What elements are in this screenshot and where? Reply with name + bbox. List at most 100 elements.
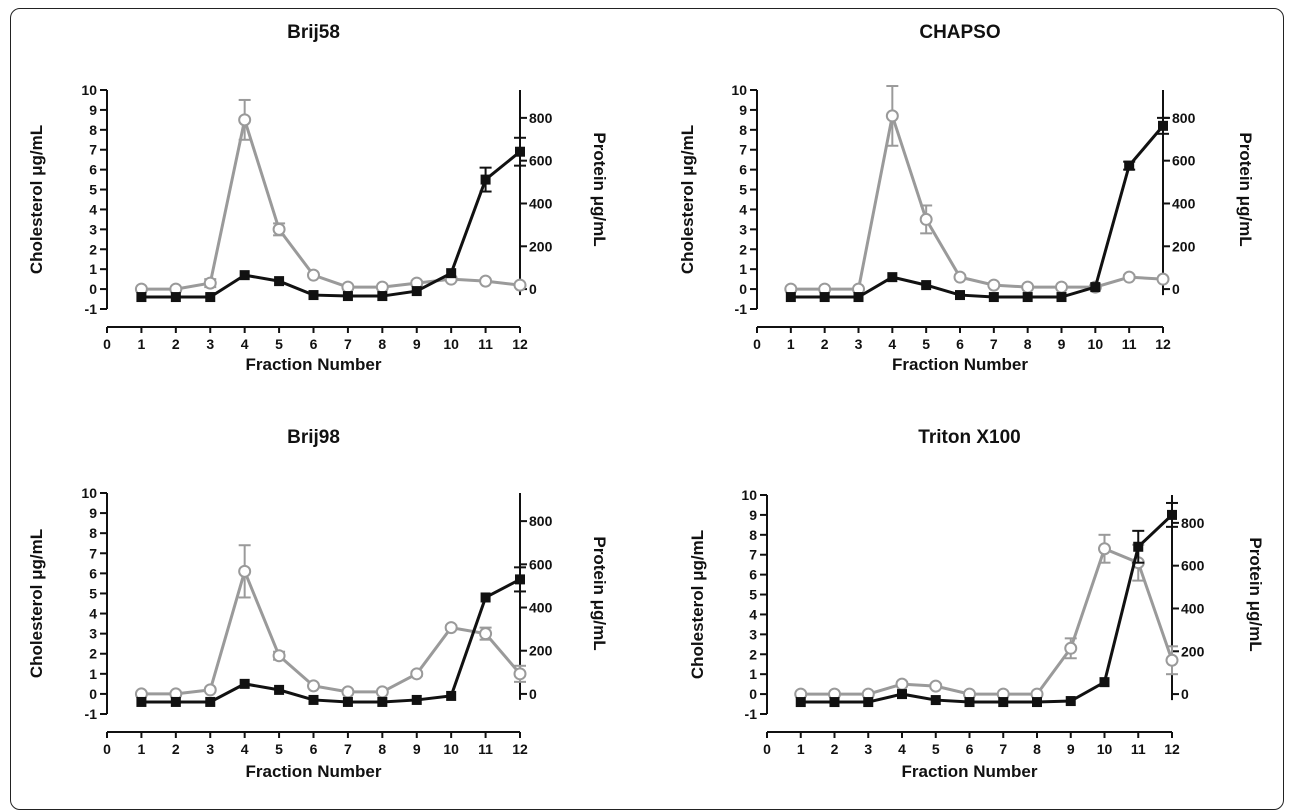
y-tick-label-right: 200 [529, 238, 553, 254]
x-tick-label: 4 [241, 336, 249, 352]
series-line-1 [790, 109, 1164, 291]
data-point-circle [272, 649, 286, 663]
y-tick-label-left: 3 [89, 626, 97, 642]
x-tick-label: 1 [797, 741, 805, 757]
y-tick-label-left: 3 [89, 221, 97, 237]
data-point-square [205, 696, 216, 707]
data-point-square [930, 695, 941, 706]
x-tick-label: 8 [1024, 336, 1032, 352]
x-tick-label: 10 [443, 741, 459, 757]
x-axis-label: Fraction Number [901, 762, 1037, 778]
y-tick-label-left: 8 [739, 122, 747, 138]
y-tick-label-left: 10 [741, 487, 757, 503]
x-tick-label: 1 [787, 336, 795, 352]
data-point-circle [341, 280, 355, 294]
y-tick-label-left: 4 [89, 201, 97, 217]
x-tick-label: 7 [999, 741, 1007, 757]
data-point-circle [1098, 542, 1111, 556]
data-point-square [1032, 697, 1042, 708]
data-point-square [1056, 292, 1067, 303]
y-tick-label-left: 5 [739, 182, 747, 198]
x-tick-label: 0 [103, 336, 111, 352]
x-tick-label: 10 [443, 336, 459, 352]
data-point-square [515, 574, 525, 585]
data-point-square [1158, 120, 1168, 131]
data-point-circle [479, 627, 493, 641]
x-tick-label: 10 [1097, 741, 1113, 757]
data-point-square [480, 592, 491, 603]
data-point-circle [953, 270, 967, 284]
y-axis-label-right: Protein μg/mL [1246, 537, 1265, 651]
y-tick-label-left: 0 [749, 686, 757, 702]
data-point-square [446, 268, 457, 279]
data-point-square [887, 272, 898, 283]
x-tick-label: 6 [310, 741, 318, 757]
x-tick-label: 5 [932, 741, 940, 757]
series-line-1 [141, 566, 522, 696]
data-point-circle [987, 278, 1001, 292]
data-point-square [377, 696, 388, 707]
x-tick-label: 1 [138, 741, 146, 757]
series-line-2 [790, 124, 1165, 299]
data-point-square [998, 697, 1009, 708]
x-tick-label: 6 [966, 741, 974, 757]
data-point-square [136, 292, 147, 303]
y-tick-label-left: 1 [739, 261, 747, 277]
y-tick-label-left: 10 [81, 485, 97, 501]
y-tick-label-right: 800 [529, 513, 553, 529]
x-tick-label: 12 [512, 741, 528, 757]
y-tick-label-right: 400 [529, 600, 553, 616]
y-tick-label-left: 9 [89, 102, 97, 118]
data-point-square [955, 290, 965, 301]
x-tick-label: 10 [1088, 336, 1104, 352]
y-tick-label-right: 600 [1181, 558, 1205, 574]
x-tick-label: 8 [1033, 741, 1041, 757]
x-tick-label: 11 [1131, 741, 1146, 757]
x-tick-label: 9 [1058, 336, 1066, 352]
x-tick-label: 3 [206, 741, 214, 757]
y-tick-label-right: 600 [1172, 153, 1196, 169]
data-point-circle [272, 222, 286, 236]
y-tick-label-left: 6 [739, 162, 747, 178]
y-tick-label-left: 9 [89, 505, 97, 521]
y-tick-label-right: 600 [529, 556, 553, 572]
data-point-circle [885, 109, 899, 123]
data-point-circle [238, 113, 252, 127]
y-tick-label-left: 2 [739, 241, 747, 257]
y-tick-label-left: 1 [89, 261, 97, 277]
y-tick-label-left: 3 [739, 221, 747, 237]
x-tick-label: 8 [378, 336, 386, 352]
y-axis-label-left: Cholesterol μg/mL [27, 529, 46, 678]
x-tick-label: 4 [888, 336, 896, 352]
chart-title: Brij98 [287, 427, 340, 448]
data-point-square [819, 292, 830, 303]
chart-title: CHAPSO [919, 22, 1000, 43]
x-tick-label: 11 [478, 741, 493, 757]
y-tick-label-left: 0 [89, 281, 97, 297]
x-tick-label: 5 [922, 336, 930, 352]
y-tick-label-right: 400 [529, 195, 553, 211]
data-point-square [1099, 677, 1110, 688]
data-point-circle [203, 276, 217, 290]
data-point-circle [919, 212, 933, 226]
y-axis-label-right: Protein μg/mL [1236, 132, 1255, 246]
data-point-square [863, 697, 874, 708]
data-point-square [136, 696, 147, 707]
y-tick-label-right: 200 [1172, 238, 1196, 254]
y-tick-label-left: 8 [89, 525, 97, 541]
x-tick-label: 4 [241, 741, 249, 757]
y-axis-label-right: Protein μg/mL [590, 132, 609, 246]
data-point-circle [1055, 280, 1068, 294]
x-tick-label: 3 [855, 336, 863, 352]
y-tick-label-right: 0 [1172, 281, 1180, 297]
data-point-square [921, 280, 932, 291]
y-tick-label-left: 9 [749, 507, 757, 523]
y-tick-label-left: 0 [739, 281, 747, 297]
y-tick-label-left: -1 [745, 706, 758, 722]
y-tick-label-left: 1 [749, 666, 757, 682]
y-tick-label-right: 200 [1181, 643, 1205, 659]
